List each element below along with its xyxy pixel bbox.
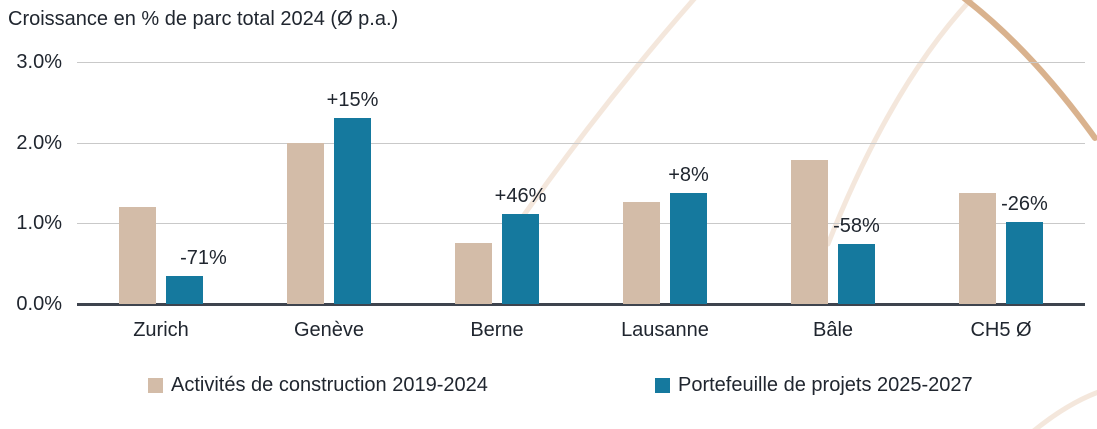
y-tick-label: 1.0% bbox=[16, 212, 62, 235]
decor-arc-faint-bottom bbox=[1032, 389, 1097, 429]
change-label: +46% bbox=[494, 185, 547, 208]
bar-series1-5 bbox=[838, 244, 875, 304]
chart-title: Croissance en % de parc total 2024 (Ø p.… bbox=[8, 8, 399, 30]
gridline bbox=[77, 223, 1085, 225]
bar-series1-6 bbox=[1006, 221, 1043, 304]
y-tick-label: 0.0% bbox=[16, 293, 62, 315]
gridline bbox=[77, 142, 1085, 144]
legend-item-construction: Activités de construction 2019-2024 bbox=[148, 374, 488, 396]
bar-series0-1 bbox=[119, 207, 156, 304]
legend-item-portefeuille: Portefeuille de projets 2025-2027 bbox=[655, 374, 973, 396]
bar-series0-5 bbox=[791, 160, 828, 304]
change-label: +15% bbox=[326, 89, 379, 112]
y-tick-label: 3.0% bbox=[16, 51, 62, 73]
y-tick-label: 2.0% bbox=[16, 131, 62, 154]
legend-swatch-portefeuille bbox=[655, 377, 670, 393]
change-label: -71% bbox=[180, 246, 227, 269]
legend-label: Portefeuille de projets 2025-2027 bbox=[678, 374, 973, 396]
bar-series1-1 bbox=[166, 275, 203, 304]
bar-series1-4 bbox=[670, 192, 707, 304]
x-tick-label: Bâle bbox=[812, 319, 854, 341]
change-label: -58% bbox=[833, 215, 880, 238]
x-tick-label: Zurich bbox=[133, 319, 189, 341]
bar-series0-4 bbox=[623, 201, 660, 304]
bar-series0-2 bbox=[287, 142, 324, 304]
x-axis-line bbox=[77, 303, 1085, 306]
x-tick-label: CH5 Ø bbox=[970, 319, 1032, 341]
x-tick-label: Lausanne bbox=[621, 319, 709, 341]
bar-series1-2 bbox=[334, 118, 371, 304]
legend-swatch-construction bbox=[148, 377, 163, 393]
bar-series0-3 bbox=[455, 242, 492, 304]
bar-series1-3 bbox=[502, 214, 539, 304]
decor-arc-dark bbox=[961, 0, 1097, 141]
change-label: +8% bbox=[668, 163, 709, 186]
legend-label: Activités de construction 2019-2024 bbox=[171, 374, 488, 396]
bar-series0-6 bbox=[959, 192, 996, 304]
change-label: -26% bbox=[1001, 192, 1048, 215]
gridline bbox=[77, 62, 1085, 63]
x-tick-label: Genève bbox=[293, 319, 365, 341]
x-tick-label: Berne bbox=[470, 319, 524, 341]
